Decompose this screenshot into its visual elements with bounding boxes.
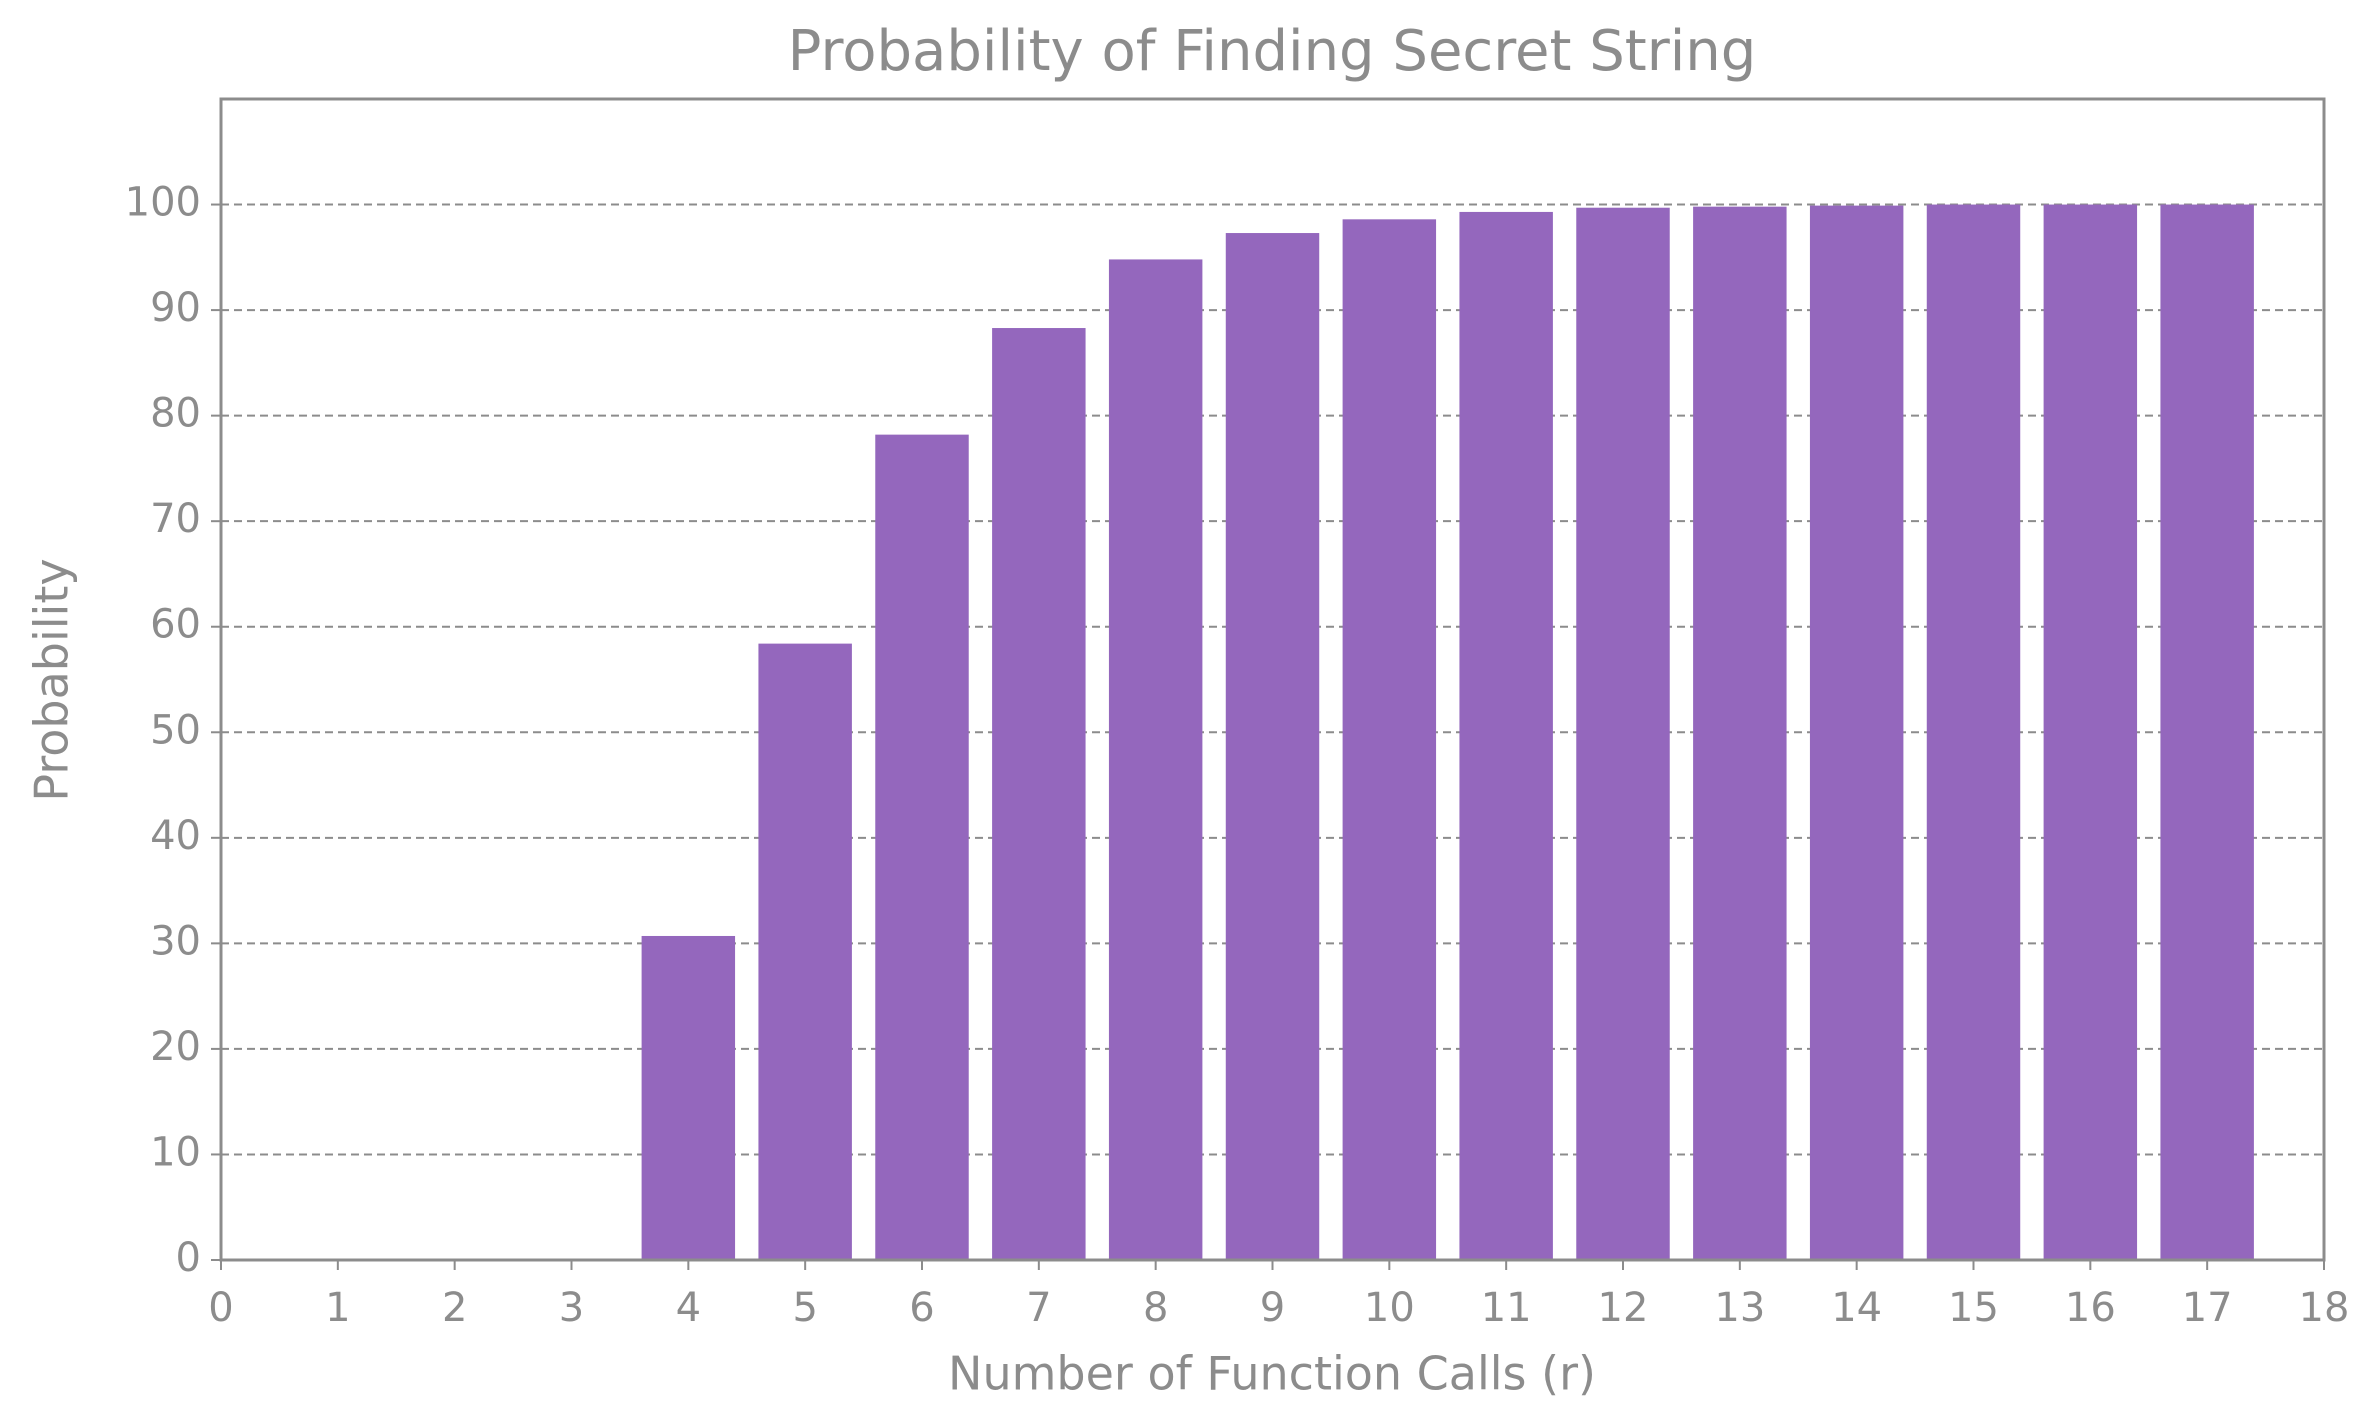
x-tick-label: 18 xyxy=(2299,1285,2350,1331)
x-tick-label: 13 xyxy=(1714,1285,1765,1331)
x-tick-label: 16 xyxy=(2065,1285,2116,1331)
x-tick-label: 8 xyxy=(1143,1285,1168,1331)
y-tick-label: 0 xyxy=(176,1235,201,1281)
bar xyxy=(992,328,1086,1260)
bar xyxy=(2043,204,2138,1261)
x-tick-label: 15 xyxy=(1948,1285,1999,1331)
x-axis-label: Number of Function Calls (r) xyxy=(948,1347,1596,1401)
x-tick-label: 3 xyxy=(559,1285,584,1331)
y-tick-label: 90 xyxy=(150,285,201,331)
x-tick-label: 2 xyxy=(442,1285,467,1331)
x-tick-label: 17 xyxy=(2182,1285,2233,1331)
bar xyxy=(1459,211,1553,1261)
y-tick-label: 10 xyxy=(150,1129,201,1175)
x-tick-label: 14 xyxy=(1831,1285,1882,1331)
x-tick-label: 5 xyxy=(792,1285,817,1331)
plot-frame xyxy=(219,97,2326,1262)
x-tick-label: 11 xyxy=(1481,1285,1532,1331)
y-tick-label: 20 xyxy=(150,1024,201,1070)
bar xyxy=(1225,233,1320,1260)
bar xyxy=(1926,204,2021,1261)
y-tick-label: 80 xyxy=(150,391,201,437)
x-tick-label: 9 xyxy=(1260,1285,1285,1331)
x-tick-label: 4 xyxy=(676,1285,701,1331)
y-tick-label: 30 xyxy=(150,918,201,964)
bar xyxy=(2160,204,2254,1261)
bar xyxy=(1576,207,1670,1261)
y-tick-label: 70 xyxy=(150,496,201,542)
bar xyxy=(1342,219,1437,1261)
x-tick-label: 0 xyxy=(208,1285,233,1331)
y-tick-label: 100 xyxy=(125,180,201,226)
bar xyxy=(875,434,969,1261)
y-tick-label: 60 xyxy=(150,602,201,648)
y-tick-label: 40 xyxy=(150,813,201,859)
bar xyxy=(641,935,736,1260)
y-axis-label: Probability xyxy=(25,558,79,801)
x-tick-label: 10 xyxy=(1364,1285,1415,1331)
bar xyxy=(1108,259,1203,1260)
y-tick-label: 50 xyxy=(150,707,201,753)
chart-title: Probability of Finding Secret String xyxy=(788,19,1757,84)
x-tick-label: 7 xyxy=(1026,1285,1051,1331)
bar xyxy=(1809,205,1904,1260)
x-tick-label: 6 xyxy=(909,1285,934,1331)
bar xyxy=(758,643,852,1260)
x-tick-label: 1 xyxy=(325,1285,350,1331)
bar xyxy=(1693,206,1787,1260)
x-tick-label: 12 xyxy=(1598,1285,1649,1331)
